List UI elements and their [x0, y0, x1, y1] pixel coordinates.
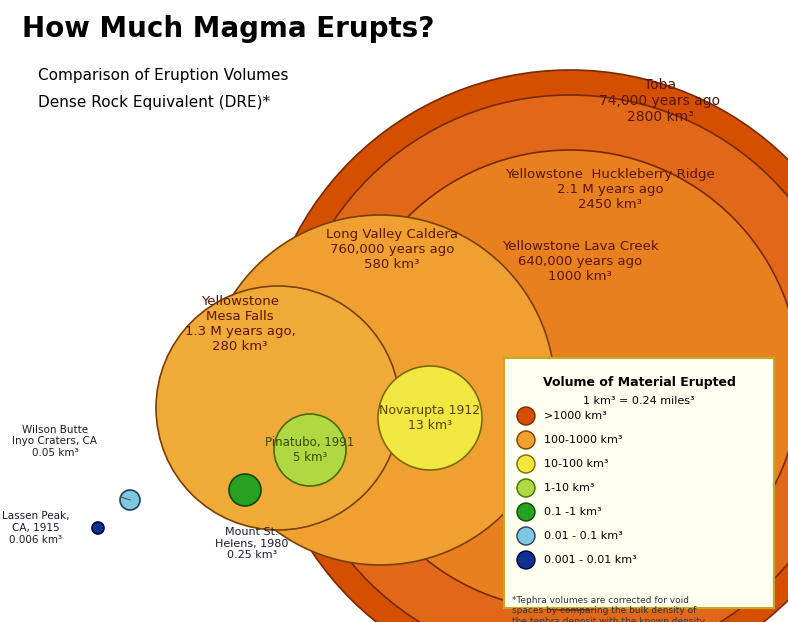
- Text: Lassen Peak,
CA, 1915
0.006 km³: Lassen Peak, CA, 1915 0.006 km³: [2, 511, 70, 545]
- Circle shape: [260, 70, 788, 622]
- Text: 0.001 - 0.01 km³: 0.001 - 0.01 km³: [544, 555, 637, 565]
- Circle shape: [205, 215, 555, 565]
- Circle shape: [340, 150, 788, 610]
- Text: 1 km³ = 0.24 miles³: 1 km³ = 0.24 miles³: [583, 396, 695, 406]
- Text: Volume of Material Erupted: Volume of Material Erupted: [543, 376, 735, 389]
- Circle shape: [517, 479, 535, 497]
- Circle shape: [285, 95, 788, 622]
- Text: Mount St.
Helens, 1980
0.25 km³: Mount St. Helens, 1980 0.25 km³: [215, 527, 288, 560]
- Circle shape: [517, 407, 535, 425]
- Bar: [504, 358, 774, 608]
- Circle shape: [517, 503, 535, 521]
- Text: >1000 km³: >1000 km³: [544, 411, 607, 421]
- Text: Long Valley Caldera
760,000 years ago
580 km³: Long Valley Caldera 760,000 years ago 58…: [326, 228, 458, 271]
- Circle shape: [517, 431, 535, 449]
- Text: 0.1 -1 km³: 0.1 -1 km³: [544, 507, 601, 517]
- Text: *Tephra volumes are corrected for void
spaces by comparing the bulk density of
t: *Tephra volumes are corrected for void s…: [512, 596, 706, 622]
- Text: Yellowstone  Huckleberry Ridge
2.1 M years ago
2450 km³: Yellowstone Huckleberry Ridge 2.1 M year…: [505, 168, 715, 211]
- Text: 1-10 km³: 1-10 km³: [544, 483, 594, 493]
- Circle shape: [92, 522, 104, 534]
- Text: 0.01 - 0.1 km³: 0.01 - 0.1 km³: [544, 531, 623, 541]
- Circle shape: [229, 474, 261, 506]
- Text: Pinatubo, 1991
5 km³: Pinatubo, 1991 5 km³: [266, 436, 355, 464]
- Circle shape: [517, 551, 535, 569]
- Circle shape: [517, 455, 535, 473]
- Text: Toba
74,000 years ago
2800 km³: Toba 74,000 years ago 2800 km³: [600, 78, 720, 124]
- Text: Novarupta 1912
13 km³: Novarupta 1912 13 km³: [380, 404, 481, 432]
- Text: Wilson Butte
Inyo Craters, CA
0.05 km³: Wilson Butte Inyo Craters, CA 0.05 km³: [13, 425, 98, 458]
- Circle shape: [378, 366, 482, 470]
- Text: Dense Rock Equivalent (DRE)*: Dense Rock Equivalent (DRE)*: [38, 95, 270, 110]
- Circle shape: [156, 286, 400, 530]
- Text: Yellowstone Lava Creek
640,000 years ago
1000 km³: Yellowstone Lava Creek 640,000 years ago…: [502, 240, 658, 283]
- Text: How Much Magma Erupts?: How Much Magma Erupts?: [22, 15, 434, 43]
- Text: 100-1000 km³: 100-1000 km³: [544, 435, 623, 445]
- Circle shape: [120, 490, 140, 510]
- Circle shape: [517, 527, 535, 545]
- Text: Comparison of Eruption Volumes: Comparison of Eruption Volumes: [38, 68, 288, 83]
- Text: 10-100 km³: 10-100 km³: [544, 459, 608, 469]
- Text: Yellowstone
Mesa Falls
1.3 M years ago,
280 km³: Yellowstone Mesa Falls 1.3 M years ago, …: [184, 295, 296, 353]
- Circle shape: [274, 414, 346, 486]
